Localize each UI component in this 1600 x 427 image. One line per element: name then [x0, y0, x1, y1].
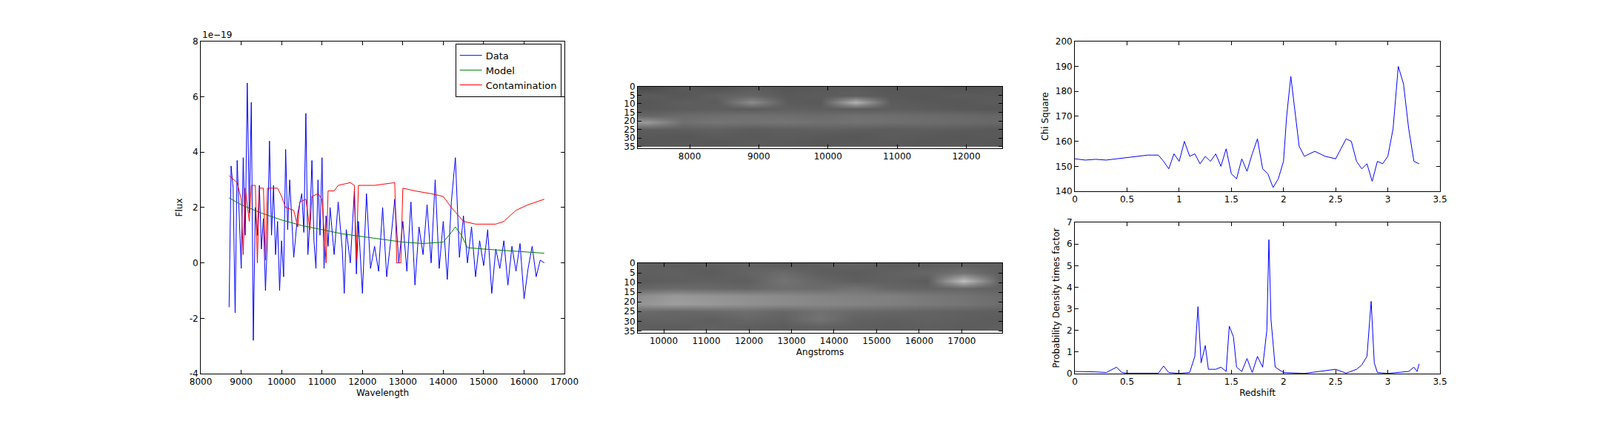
svg-text:14000: 14000	[428, 376, 458, 387]
svg-text:Wavelength: Wavelength	[356, 387, 409, 398]
svg-text:1.5: 1.5	[1224, 194, 1239, 205]
svg-text:0.5: 0.5	[1120, 376, 1135, 387]
svg-text:Contamination: Contamination	[485, 80, 558, 92]
svg-text:10000: 10000	[267, 376, 296, 387]
svg-text:180: 180	[1055, 85, 1073, 97]
svg-text:5: 5	[629, 90, 636, 101]
svg-text:30: 30	[623, 316, 635, 327]
svg-text:8000: 8000	[678, 151, 702, 162]
svg-text:Angstroms: Angstroms	[796, 346, 844, 358]
svg-text:Redshift: Redshift	[1239, 387, 1276, 398]
svg-text:25: 25	[623, 124, 635, 135]
svg-text:6: 6	[1066, 238, 1073, 249]
svg-text:16000: 16000	[905, 335, 934, 346]
svg-text:15: 15	[623, 107, 635, 118]
svg-text:15000: 15000	[469, 376, 498, 387]
svg-text:0: 0	[1066, 368, 1073, 379]
svg-text:1: 1	[1176, 194, 1183, 205]
svg-text:-4: -4	[189, 368, 199, 379]
svg-text:14000: 14000	[820, 335, 849, 346]
svg-text:8: 8	[192, 36, 199, 47]
svg-text:Probability Density times fact: Probability Density times factor	[1051, 227, 1062, 368]
svg-text:35: 35	[623, 325, 635, 337]
svg-text:1: 1	[1066, 346, 1073, 358]
svg-text:11000: 11000	[882, 151, 912, 162]
svg-text:10000: 10000	[649, 335, 678, 346]
svg-text:25: 25	[623, 305, 635, 317]
svg-text:Flux: Flux	[174, 197, 185, 217]
svg-text:10: 10	[623, 277, 635, 288]
svg-text:15: 15	[623, 286, 635, 298]
svg-text:20: 20	[623, 296, 635, 307]
svg-text:3: 3	[1385, 194, 1392, 205]
svg-text:5: 5	[629, 267, 636, 278]
svg-text:3: 3	[1385, 376, 1392, 387]
svg-text:1e−19: 1e−19	[202, 29, 232, 40]
svg-text:10000: 10000	[814, 151, 843, 162]
svg-text:16000: 16000	[509, 376, 538, 387]
svg-text:17000: 17000	[947, 335, 976, 346]
svg-text:3: 3	[1066, 303, 1073, 315]
svg-text:4: 4	[1066, 282, 1073, 293]
svg-text:2: 2	[1066, 325, 1073, 336]
svg-text:5: 5	[1066, 260, 1073, 272]
svg-text:9000: 9000	[229, 376, 253, 387]
svg-text:2: 2	[1280, 376, 1287, 387]
svg-text:2: 2	[1280, 194, 1287, 205]
svg-text:170: 170	[1055, 111, 1073, 122]
svg-text:2.5: 2.5	[1328, 376, 1343, 387]
svg-text:12000: 12000	[734, 335, 763, 346]
svg-text:Data: Data	[485, 50, 509, 62]
svg-text:35: 35	[623, 141, 635, 152]
svg-text:13000: 13000	[777, 335, 806, 346]
svg-text:0: 0	[192, 257, 199, 269]
svg-text:1.5: 1.5	[1224, 376, 1239, 387]
svg-text:3.5: 3.5	[1432, 194, 1447, 205]
svg-text:11000: 11000	[691, 335, 720, 346]
svg-text:12000: 12000	[348, 376, 377, 387]
svg-text:8000: 8000	[189, 376, 213, 387]
svg-text:Chi Square: Chi Square	[1040, 91, 1051, 140]
svg-text:30: 30	[623, 132, 635, 143]
svg-text:0: 0	[1071, 376, 1078, 387]
svg-text:0.5: 0.5	[1120, 194, 1135, 205]
svg-text:9000: 9000	[747, 151, 771, 162]
svg-text:Model: Model	[485, 65, 515, 77]
svg-text:160: 160	[1055, 136, 1073, 147]
svg-text:-2: -2	[189, 313, 199, 324]
svg-text:140: 140	[1055, 185, 1073, 197]
svg-text:0: 0	[629, 81, 636, 92]
svg-text:10: 10	[623, 98, 635, 109]
svg-text:17000: 17000	[550, 376, 579, 387]
svg-text:200: 200	[1055, 36, 1073, 47]
svg-text:1: 1	[1176, 376, 1183, 387]
svg-text:2.5: 2.5	[1328, 194, 1343, 205]
svg-text:0: 0	[629, 257, 636, 269]
svg-text:15000: 15000	[862, 335, 891, 346]
svg-text:12000: 12000	[951, 151, 980, 162]
svg-text:6: 6	[192, 91, 199, 103]
svg-text:0: 0	[1071, 194, 1078, 205]
svg-text:13000: 13000	[388, 376, 418, 387]
svg-text:11000: 11000	[308, 376, 337, 387]
svg-text:20: 20	[623, 115, 635, 126]
svg-text:3.5: 3.5	[1432, 376, 1447, 387]
svg-text:2: 2	[192, 202, 199, 213]
svg-text:190: 190	[1055, 61, 1073, 72]
svg-text:7: 7	[1066, 217, 1073, 228]
svg-text:4: 4	[192, 146, 199, 158]
svg-text:150: 150	[1055, 161, 1073, 172]
